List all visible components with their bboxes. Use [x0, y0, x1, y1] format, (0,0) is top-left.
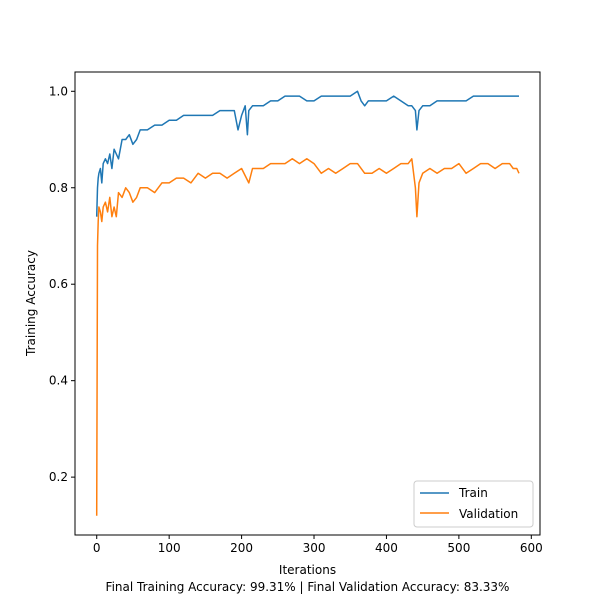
x-tick-label: 300	[303, 541, 326, 555]
y-axis-label: Training Accuracy	[24, 250, 38, 357]
y-tick-label: 0.2	[49, 470, 68, 484]
y-tick-label: 0.4	[49, 374, 68, 388]
series-line-train	[95, 90, 519, 217]
legend-label-validation: Validation	[459, 507, 518, 521]
x-tick-label: 400	[375, 541, 398, 555]
plot-lines	[95, 90, 520, 516]
series-line-validation	[95, 158, 520, 516]
legend: Train Validation	[413, 480, 534, 528]
x-axis-ticks: 0 100 200 300 400 500 600	[93, 535, 543, 555]
figure-caption: Final Training Accuracy: 99.31% | Final …	[106, 580, 510, 594]
x-axis-label: Iterations	[279, 563, 336, 577]
y-axis-ticks: 0.2 0.4 0.6 0.8 1.0	[49, 84, 75, 484]
y-tick-label: 1.0	[49, 84, 68, 98]
x-tick-label: 500	[447, 541, 470, 555]
x-tick-label: 0	[93, 541, 101, 555]
x-tick-label: 100	[158, 541, 181, 555]
y-tick-label: 0.8	[49, 181, 68, 195]
legend-label-train: Train	[458, 486, 488, 500]
x-tick-label: 600	[520, 541, 543, 555]
axes-frame	[74, 71, 541, 536]
y-tick-label: 0.6	[49, 277, 68, 291]
x-tick-label: 200	[230, 541, 253, 555]
